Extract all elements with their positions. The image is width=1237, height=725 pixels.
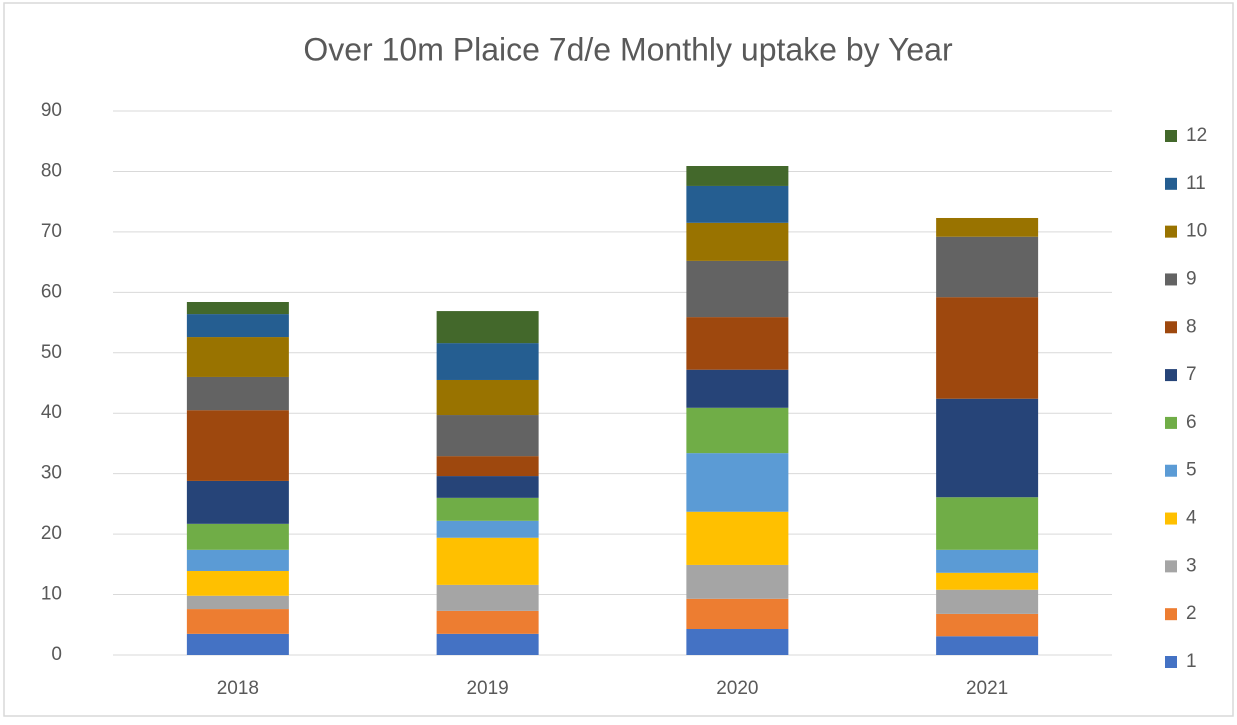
- y-tick-label: 60: [41, 281, 62, 302]
- bar-segment: [186, 314, 289, 338]
- legend-label: 12: [1186, 125, 1207, 146]
- bar-segment: [686, 222, 789, 261]
- bar-segment: [686, 260, 789, 318]
- bar-segment: [186, 633, 289, 655]
- x-tick-label: 2021: [966, 678, 1008, 699]
- y-tick-label: 0: [51, 644, 62, 665]
- bar-segment: [436, 456, 539, 477]
- bar-segment: [936, 297, 1039, 399]
- legend-label: 8: [1186, 316, 1197, 337]
- bar-segment: [436, 633, 539, 655]
- x-tick-label: 2018: [217, 678, 259, 699]
- legend-label: 1: [1186, 651, 1197, 672]
- y-tick-label: 40: [41, 402, 62, 423]
- bar-segment: [186, 337, 289, 377]
- bar-segment: [436, 497, 539, 521]
- legend-swatch: [1165, 130, 1177, 142]
- legend-label: 5: [1186, 460, 1197, 481]
- legend-swatch: [1165, 321, 1177, 334]
- legend-label: 11: [1186, 173, 1206, 194]
- bar-segment: [686, 629, 789, 655]
- y-tick-label: 90: [41, 100, 62, 121]
- legend-swatch: [1165, 656, 1177, 668]
- bar-segment: [436, 476, 539, 498]
- bar-segment: [186, 523, 289, 550]
- y-tick-label: 30: [41, 463, 62, 484]
- bar-segment: [186, 376, 289, 411]
- legend-label: 4: [1186, 508, 1197, 529]
- bar-segment: [186, 595, 289, 610]
- y-tick-label: 80: [41, 160, 62, 181]
- legend-swatch: [1165, 273, 1177, 286]
- legend-label: 2: [1186, 603, 1197, 624]
- legend-swatch: [1165, 369, 1177, 382]
- bar-segment: [686, 598, 789, 630]
- legend-swatch: [1165, 416, 1177, 429]
- bar-segment: [686, 407, 789, 454]
- legend-label: 9: [1186, 268, 1197, 289]
- legend-swatch: [1165, 177, 1177, 190]
- bar-segment: [686, 511, 789, 565]
- bar-segment: [936, 398, 1039, 498]
- legend-label: 7: [1186, 364, 1197, 385]
- legend-swatch: [1165, 608, 1177, 621]
- bar-segment: [186, 549, 289, 571]
- bar-segment: [436, 537, 539, 585]
- legend-swatch: [1165, 512, 1177, 525]
- bar-segment: [436, 415, 539, 457]
- bar-segment: [936, 589, 1039, 614]
- bar-segment: [686, 185, 789, 223]
- x-tick-label: 2020: [716, 678, 758, 699]
- y-tick-label: 70: [41, 221, 62, 242]
- bar-segment: [436, 584, 539, 611]
- bar-segment: [936, 572, 1039, 590]
- bar-segment: [186, 480, 289, 524]
- bar-segment: [936, 636, 1039, 655]
- legend-swatch: [1165, 560, 1177, 573]
- bar-segment: [686, 317, 789, 370]
- bar-segment: [686, 369, 789, 408]
- bar-segment: [186, 609, 289, 634]
- bar-segment: [436, 379, 539, 416]
- bar-segment: [686, 564, 789, 599]
- bar-segment: [936, 613, 1039, 637]
- bar-segment: [936, 217, 1039, 237]
- bar-segment: [186, 302, 289, 315]
- y-tick-label: 10: [41, 584, 62, 605]
- legend-swatch: [1165, 464, 1177, 477]
- bar-segment: [936, 549, 1039, 573]
- bar-segment: [436, 311, 539, 344]
- bar-segment: [186, 410, 289, 481]
- legend-swatch: [1165, 225, 1177, 238]
- y-tick-label: 50: [41, 342, 62, 363]
- bar-segment: [686, 166, 789, 186]
- bar-segment: [936, 236, 1039, 298]
- bar-segment: [436, 343, 539, 380]
- chart-title: Over 10m Plaice 7d/e Monthly uptake by Y…: [303, 31, 953, 67]
- legend-label: 3: [1186, 555, 1197, 576]
- legend-label: 6: [1186, 412, 1197, 433]
- bar-segment: [436, 520, 539, 538]
- bar-segment: [186, 570, 289, 596]
- bar-segment: [936, 497, 1039, 550]
- x-tick-label: 2019: [466, 678, 508, 699]
- bar-segment: [436, 610, 539, 634]
- bar-segment: [686, 453, 789, 512]
- legend-label: 10: [1186, 221, 1207, 242]
- y-tick-label: 20: [41, 523, 62, 544]
